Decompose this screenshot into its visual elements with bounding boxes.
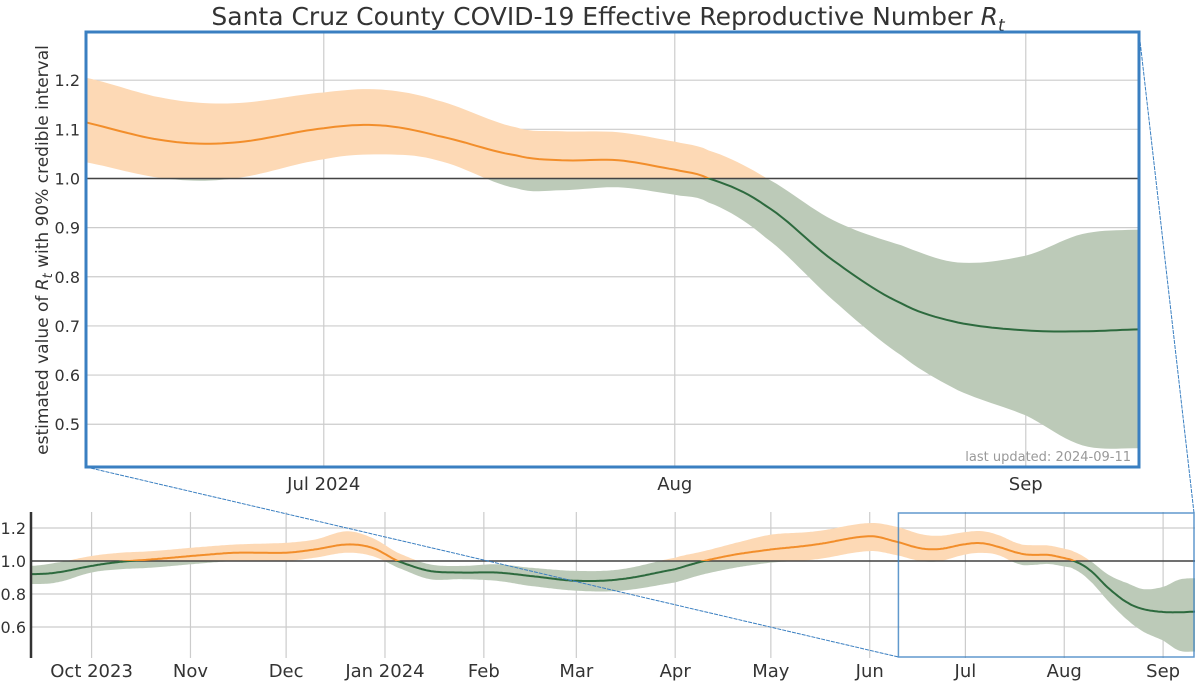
main-y-tick-label: 0.5 <box>55 415 80 434</box>
main-mean-line-below <box>705 178 1139 333</box>
main-y-tick-label: 0.6 <box>55 366 80 385</box>
zoom-connector-right <box>1138 31 1195 514</box>
main-mean-line-above <box>86 121 711 178</box>
overview-line-above-group <box>118 535 1077 561</box>
main-x-tick-label: Jul 2024 <box>286 474 360 495</box>
main-x-ticks: Jul 2024 Aug Sep <box>286 474 1043 495</box>
overview-credible-band-below <box>31 561 1195 652</box>
main-bands <box>86 77 1139 449</box>
overview-y-ticks: 0.6 0.8 1.0 1.2 <box>1 519 26 637</box>
overview-x-tick-label: Aug <box>1047 661 1082 682</box>
main-credible-band-below <box>161 178 1139 449</box>
overview-y-tick-label: 1.2 <box>1 519 26 538</box>
overview-y-tick-label: 0.6 <box>1 618 26 637</box>
main-band-above-group <box>86 77 767 178</box>
overview-y-tick-label: 0.8 <box>1 585 26 604</box>
zoom-indicator <box>85 31 1195 658</box>
chart-title: Santa Cruz County COVID-19 Effective Rep… <box>211 2 1006 36</box>
main-x-tick-label: Aug <box>657 474 692 495</box>
main-y-tick-label: 1.1 <box>55 120 80 139</box>
overview-x-tick-label: Nov <box>173 661 208 682</box>
zoom-connector-left <box>85 466 899 658</box>
overview-mean-line-below <box>31 561 1195 614</box>
overview-x-tick-label: Jan 2024 <box>344 661 424 682</box>
y-axis-label: estimated value of Rt with 90% credible … <box>33 45 56 455</box>
overview-x-tick-label: Mar <box>559 661 594 682</box>
main-band-below-group <box>161 178 1139 449</box>
overview-mean-line-above <box>118 535 1077 561</box>
overview-band-below-group <box>31 561 1195 652</box>
main-x-tick-label: Sep <box>1009 474 1043 495</box>
main-grid <box>86 32 1139 467</box>
overview-x-tick-label: Jun <box>855 661 884 682</box>
main-y-ticks: 0.5 0.6 0.7 0.8 0.9 1.0 1.1 1.2 <box>55 71 80 434</box>
main-y-tick-label: 0.9 <box>55 219 80 238</box>
overview-x-tick-label: Apr <box>660 661 692 682</box>
overview-credible-band-above <box>66 523 1091 561</box>
overview-x-tick-label: Feb <box>468 661 500 682</box>
zoom-window-rect <box>897 512 1195 658</box>
overview-band-above-group <box>66 523 1091 561</box>
main-y-tick-label: 0.7 <box>55 317 80 336</box>
overview-lines <box>31 535 1195 614</box>
main-lines <box>86 121 1139 333</box>
main-y-tick-label: 1.0 <box>55 169 80 188</box>
overview-y-tick-label: 1.0 <box>1 552 26 571</box>
last-updated-label: last updated: 2024-09-11 <box>965 450 1131 465</box>
overview-x-tick-label: Oct 2023 <box>50 661 133 682</box>
main-y-tick-label: 0.8 <box>55 268 80 287</box>
overview-x-ticks: Oct 2023 Nov Dec Jan 2024 Feb Mar Apr May Jun Jul… <box>50 661 1180 682</box>
overview-x-tick-label: Jul <box>954 661 977 682</box>
main-credible-band-above <box>86 77 767 178</box>
main-line-below-group <box>705 178 1139 333</box>
main-plot-frame <box>84 30 1141 469</box>
overview-x-tick-label: Dec <box>269 661 304 682</box>
overview-bands <box>31 523 1195 652</box>
overview-x-tick-label: May <box>752 661 790 682</box>
overview-line-below-group <box>31 561 1195 614</box>
overview-x-tick-label: Sep <box>1146 661 1180 682</box>
main-line-above-group <box>86 121 711 178</box>
main-y-tick-label: 1.2 <box>55 71 80 90</box>
